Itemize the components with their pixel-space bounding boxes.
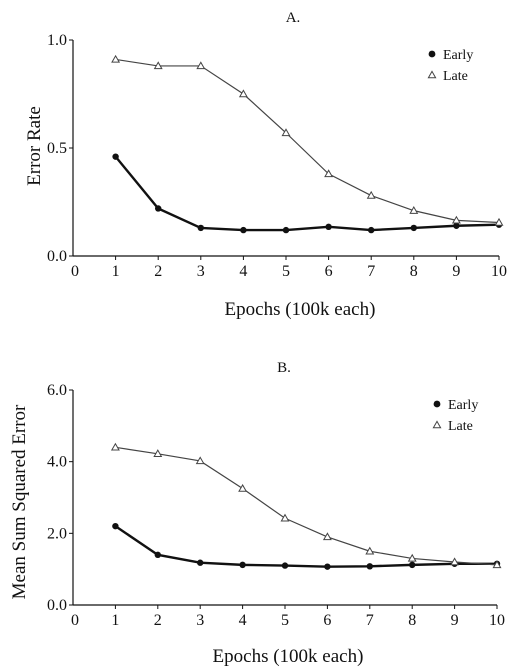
panel-a-series-late-point	[451, 215, 461, 224]
panel-b-series-late-point	[153, 449, 163, 457]
panel-a-x-tick-label: 5	[282, 263, 290, 280]
panel-b-x-tick-label: 0	[71, 612, 79, 629]
panel-b-series-late-point	[110, 442, 120, 451]
panel-a-x-tick-label: 7	[367, 263, 375, 280]
panel-b-y-tick-label: 6.0	[47, 382, 67, 399]
panel-b-y-tick-label: 0.0	[47, 597, 67, 614]
panel-b-ylabel: Mean Sum Squared Error	[9, 404, 30, 599]
panel-b-x-tick-label: 10	[489, 612, 505, 629]
panel-a-x-tick-label: 6	[325, 263, 333, 280]
panel-b-legend-early-label: Early	[448, 398, 478, 413]
panel-a-series-late-point	[409, 206, 419, 214]
panel-b-series-late-point	[407, 553, 417, 562]
panel-b-x-tick-label: 8	[408, 612, 416, 629]
panel-b-series-early-point	[239, 561, 246, 569]
panel-b-x-tick-label: 2	[154, 612, 162, 629]
panel-b-series-early-point	[324, 563, 331, 570]
panel-b-legend-late-marker	[432, 420, 442, 429]
panel-a-legend-early-label: Early	[443, 48, 473, 63]
panel-a-y-tick-label: 0.0	[47, 248, 67, 265]
panel-a-series-early-point	[155, 205, 162, 212]
panel-b-x-tick-label: 6	[323, 612, 331, 629]
panel-b-x-tick-label: 1	[111, 612, 119, 629]
panel-b-x-tick-label: 5	[281, 612, 289, 629]
panel-b-x-tick-label: 9	[451, 612, 459, 629]
panel-a-series-late-point	[196, 61, 206, 70]
panel-a-legend-early-marker	[428, 50, 436, 58]
panel-b: B. Mean Sum Squared Error Epochs (100k e…	[9, 360, 505, 667]
panel-a-x-tick-label: 3	[197, 263, 205, 280]
panel-b-series-early-point	[197, 559, 204, 566]
panel-a-x-tick-label: 10	[491, 263, 507, 280]
panel-b-series-late-line	[115, 446, 498, 566]
panel-a-plot: 0 1 2 3 4 5 6 7 8 9 10 0.0 0.5 1.0 Early Late	[47, 32, 507, 280]
panel-a-series-early-point	[197, 224, 204, 232]
panel-a-ylabel: Error Rate	[24, 106, 45, 186]
panel-b-legend-late-label: Late	[448, 419, 473, 434]
panel-b-series-late-point	[365, 546, 375, 555]
panel-b-series-early-point	[154, 551, 161, 559]
panel-a-series-early-point	[410, 224, 417, 232]
panel-b-series-early-point	[281, 562, 289, 569]
panel-a-series-early-point	[453, 222, 460, 229]
panel-a: A. Error Rate Epochs (100k each) 0 1 2 3 4 5 6…	[24, 10, 507, 320]
panel-b-series-early-line	[114, 525, 497, 568]
panel-a-series-late-point	[111, 54, 121, 63]
panel-a-legend-late-label: Late	[443, 69, 468, 84]
panel-a-legend-late-marker	[427, 70, 437, 79]
panel-a-x-tick-label: 1	[112, 263, 120, 280]
panel-a-title: A.	[286, 10, 301, 26]
panel-b-x-tick-label: 4	[239, 612, 247, 629]
panel-b-series-late-point	[195, 456, 205, 465]
panel-a-series-late-point	[494, 217, 504, 226]
panel-a-series-late-point	[281, 128, 291, 137]
panel-a-y-tick-label: 0.5	[47, 140, 67, 157]
panel-a-series-early-point	[282, 226, 290, 234]
panel-b-y-tick-label: 4.0	[47, 454, 67, 471]
panel-b-series-late-point	[492, 560, 502, 569]
panel-a-x-tick-label: 2	[154, 263, 162, 280]
panel-b-series-late-point	[322, 532, 332, 541]
panel-a-x-tick-label: 0	[71, 263, 79, 280]
panel-a-series-late-point	[366, 190, 376, 199]
panel-b-y-tick-label: 2.0	[47, 525, 67, 542]
panel-b-series-late-point	[238, 483, 248, 492]
panel-a-series-late-point	[153, 61, 163, 70]
panel-a-y-tick-label: 1.0	[47, 32, 67, 49]
panel-b-series-late-point	[280, 513, 290, 522]
panel-a-series-early-point	[240, 226, 247, 234]
panel-b-legend-early-marker	[433, 400, 441, 408]
panel-a-series-late-line	[115, 58, 500, 224]
panel-a-series-early-point	[368, 226, 375, 234]
panel-a-x-tick-label: 9	[452, 263, 460, 280]
panel-b-series-early-point	[409, 561, 416, 569]
panel-b-title: B.	[277, 360, 291, 376]
panel-b-series-late-point	[450, 557, 460, 566]
panel-a-series-early-line	[114, 155, 500, 232]
panel-a-series-early-point	[112, 153, 119, 160]
panel-b-series-early-point	[112, 522, 119, 530]
panel-b-xlabel: Epochs (100k each)	[213, 646, 364, 667]
panel-b-plot: 0 1 2 3 4 5 6 7 8 9 10 0.0 2.0 4.0 6.0 Early Late	[47, 382, 505, 629]
panel-a-series-late-point	[324, 169, 334, 178]
panel-a-x-tick-label: 8	[410, 263, 418, 280]
panel-a-series-late-point	[238, 89, 248, 98]
panel-a-xlabel: Epochs (100k each)	[225, 299, 376, 320]
panel-b-series-early-point	[366, 563, 373, 570]
panel-a-x-tick-label: 4	[239, 263, 247, 280]
panel-b-x-tick-label: 3	[196, 612, 204, 629]
panel-b-x-tick-label: 7	[366, 612, 374, 629]
panel-a-series-early-point	[325, 223, 332, 231]
